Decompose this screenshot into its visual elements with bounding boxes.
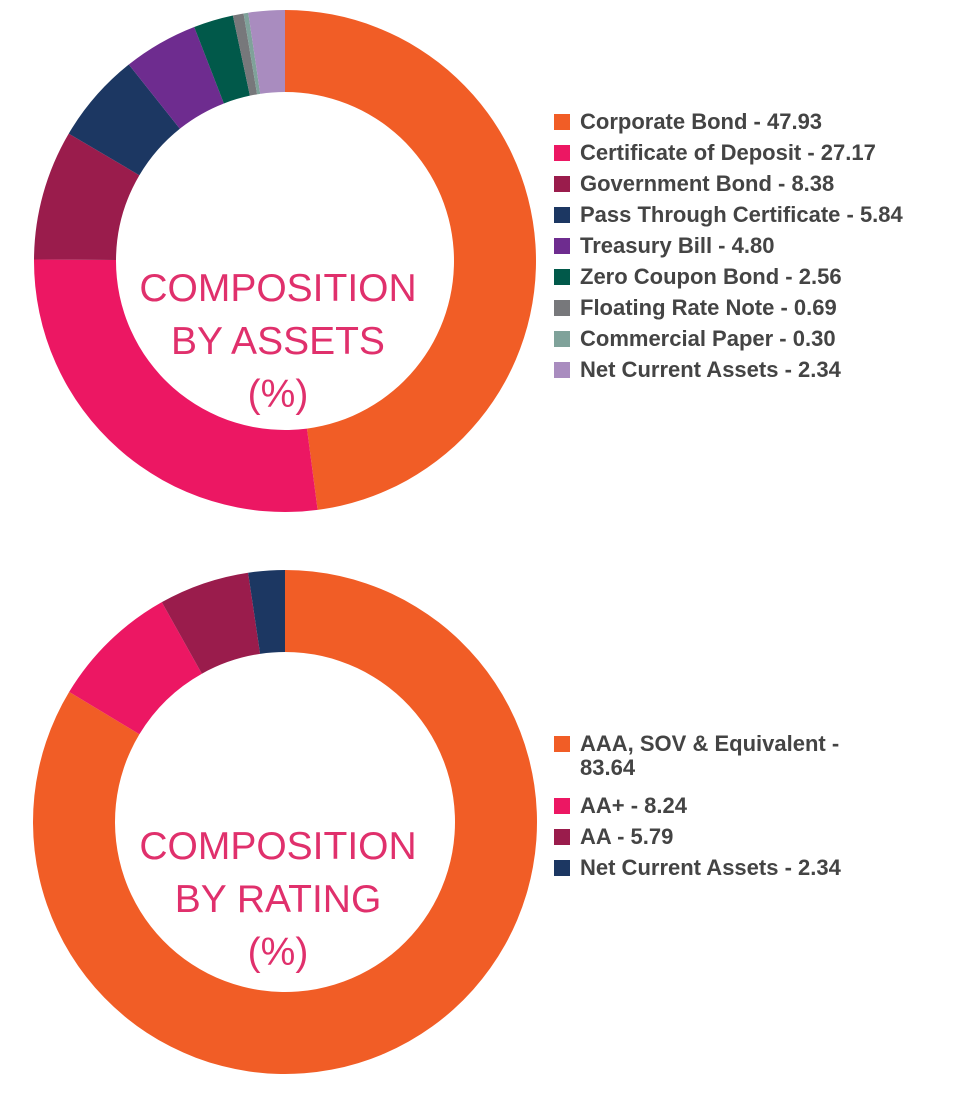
legend-swatch [554, 238, 570, 254]
legend-label: Floating Rate Note - 0.69 [580, 295, 837, 320]
legend-label: Net Current Assets - 2.34 [580, 357, 841, 382]
legend-swatch [554, 269, 570, 285]
legend-item: Corporate Bond - 47.93 [554, 110, 903, 141]
donut-slice-floating-rate-note [232, 13, 258, 96]
legend-label: AA+ - 8.24 [580, 793, 687, 818]
legend-label: AAA, SOV & Equivalent - 83.64 [580, 731, 840, 780]
donut-slice-net-current-assets [248, 570, 285, 654]
title-line: COMPOSITION [139, 825, 417, 868]
legend-item: Government Bond - 8.38 [554, 172, 903, 203]
legend-label: AA - 5.79 [580, 824, 674, 849]
legend-swatch [554, 145, 570, 161]
donut-slice-net-current-assets [248, 10, 285, 94]
rating-chart-title: COMPOSITION BY RATING (%) [108, 820, 448, 979]
assets-donut-chart [34, 10, 536, 513]
legend-item: Net Current Assets - 2.34 [554, 856, 900, 887]
legend-label: Certificate of Deposit - 27.17 [580, 140, 876, 165]
legend-item: Pass Through Certificate - 5.84 [554, 203, 903, 234]
legend-swatch [554, 860, 570, 876]
rating-donut-chart [32, 570, 537, 1074]
donut-slice-aaa-sov-equivalent [32, 570, 537, 1074]
donut-slice-corporate-bond [285, 10, 536, 510]
donut-slice-aa- [69, 602, 202, 735]
legend-swatch [554, 798, 570, 814]
assets-legend: Corporate Bond - 47.93 Certificate of Dep… [554, 110, 903, 389]
legend-swatch [554, 736, 570, 752]
legend-label: Commercial Paper - 0.30 [580, 326, 836, 351]
donut-slice-aa [161, 572, 261, 674]
donut-slice-certificate-of-deposit [34, 259, 318, 513]
legend-label: Zero Coupon Bond - 2.56 [580, 264, 842, 289]
assets-chart-title: COMPOSITION BY ASSETS (%) [108, 262, 448, 421]
legend-item: Zero Coupon Bond - 2.56 [554, 265, 903, 296]
legend-label: Corporate Bond - 47.93 [580, 109, 823, 134]
donut-slice-commercial-paper [243, 12, 261, 95]
legend-label: Government Bond - 8.38 [580, 171, 835, 196]
donut-slice-zero-coupon-bond [194, 15, 250, 104]
legend-swatch [554, 176, 570, 192]
rating-legend: AAA, SOV & Equivalent - 83.64 AA+ - 8.24 A… [554, 732, 900, 887]
title-line: (%) [247, 373, 309, 416]
title-line: BY ASSETS [171, 320, 385, 363]
legend-item: Certificate of Deposit - 27.17 [554, 141, 903, 172]
legend-label: Treasury Bill - 4.80 [580, 233, 775, 258]
legend-item: Treasury Bill - 4.80 [554, 234, 903, 265]
legend-label: Net Current Assets - 2.34 [580, 855, 841, 880]
legend-item: AA - 5.79 [554, 825, 900, 856]
legend-label: Pass Through Certificate - 5.84 [580, 202, 903, 227]
legend-swatch [554, 829, 570, 845]
title-line: (%) [247, 931, 309, 974]
donut-slice-pass-through-certificate [68, 64, 180, 176]
title-line: BY RATING [174, 878, 382, 921]
legend-item: AA+ - 8.24 [554, 794, 900, 825]
legend-swatch [554, 114, 570, 130]
legend-swatch [554, 300, 570, 316]
legend-item: AAA, SOV & Equivalent - 83.64 [554, 732, 900, 794]
legend-swatch [554, 362, 570, 378]
legend-item: Net Current Assets - 2.34 [554, 358, 903, 389]
title-line: COMPOSITION [139, 267, 417, 310]
legend-item: Commercial Paper - 0.30 [554, 327, 903, 358]
legend-item: Floating Rate Note - 0.69 [554, 296, 903, 327]
donut-slice-treasury-bill [128, 26, 224, 129]
legend-swatch [554, 207, 570, 223]
legend-swatch [554, 331, 570, 347]
donut-slice-government-bond [34, 133, 140, 261]
